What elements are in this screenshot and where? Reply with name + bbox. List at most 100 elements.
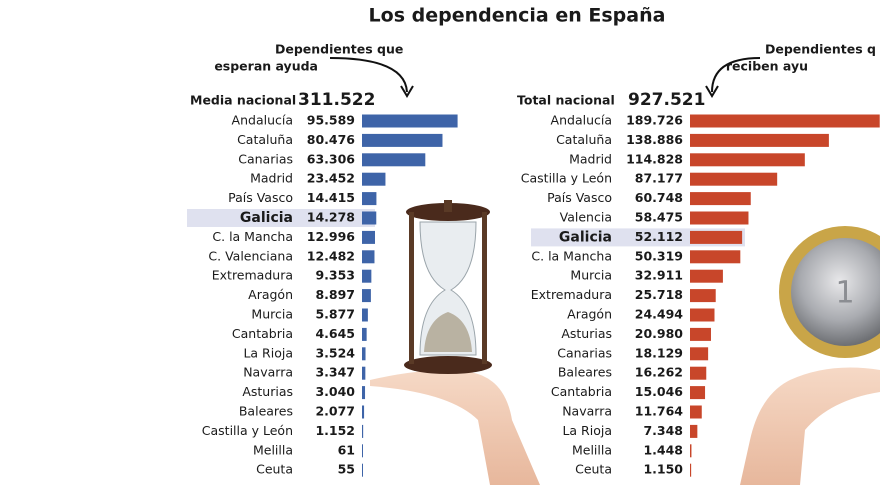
value-label: 12.482 xyxy=(307,248,355,263)
category-label: Madrid xyxy=(569,151,612,166)
bar xyxy=(362,347,366,361)
value-label: 11.764 xyxy=(635,404,684,419)
bar xyxy=(690,153,805,167)
bar xyxy=(362,327,367,341)
category-label: Galicia xyxy=(559,229,612,245)
bar xyxy=(362,444,363,458)
bar xyxy=(362,172,386,186)
value-label: 3.347 xyxy=(315,365,355,380)
category-label: Andalucía xyxy=(232,113,293,128)
category-label: Ceuta xyxy=(575,462,612,477)
category-label: Asturias xyxy=(561,326,612,341)
bar xyxy=(362,250,375,264)
bar xyxy=(690,463,692,477)
category-label: C. Valenciana xyxy=(208,248,293,263)
value-label: 8.897 xyxy=(315,287,355,302)
value-label: 95.589 xyxy=(307,113,355,128)
bar xyxy=(690,133,829,147)
bar xyxy=(362,424,364,438)
category-label: Cantabria xyxy=(232,326,293,341)
highlight-band xyxy=(187,209,375,227)
value-label: 14.278 xyxy=(307,210,355,225)
bar xyxy=(690,386,706,400)
chart-title: Dependientes que xyxy=(275,42,403,57)
bar xyxy=(690,230,743,244)
category-label: Melilla xyxy=(572,442,612,457)
bar xyxy=(362,463,363,477)
value-label: 3.040 xyxy=(315,384,355,399)
bar xyxy=(690,444,692,458)
bar xyxy=(362,308,368,322)
category-label: Aragón xyxy=(567,307,612,322)
bar xyxy=(690,289,716,303)
category-label: Asturias xyxy=(242,384,293,399)
category-label: Castilla y León xyxy=(521,171,612,186)
category-label: Madrid xyxy=(250,171,293,186)
value-label: 16.262 xyxy=(635,365,683,380)
value-label: 1.448 xyxy=(643,442,683,457)
bar xyxy=(362,269,372,283)
category-label: Murcia xyxy=(570,268,612,283)
bar-layer xyxy=(362,114,880,477)
main-title: Los dependencia en España xyxy=(369,5,666,27)
value-label: 23.452 xyxy=(307,171,355,186)
arrow xyxy=(329,57,408,93)
category-label: Navarra xyxy=(562,404,612,419)
category-label: Cataluña xyxy=(237,132,293,147)
value-label: 1.152 xyxy=(315,423,355,438)
coin-illustration: 1 xyxy=(740,226,880,485)
category-label: Cataluña xyxy=(556,132,612,147)
bar xyxy=(690,405,702,419)
value-label: 15.046 xyxy=(635,384,684,399)
bar xyxy=(362,289,371,303)
total-label: Total nacional xyxy=(517,93,615,108)
bar xyxy=(690,269,723,283)
bar xyxy=(690,250,741,264)
value-label: 189.726 xyxy=(626,113,683,128)
value-label: 12.996 xyxy=(307,229,356,244)
value-label: 18.129 xyxy=(635,345,683,360)
category-label: Murcia xyxy=(251,307,293,322)
total-value: 311.522 xyxy=(298,90,375,110)
bar xyxy=(690,347,709,361)
category-label: Canarias xyxy=(238,151,293,166)
bar xyxy=(362,114,458,128)
value-label: 55 xyxy=(338,462,355,477)
total-value: 927.521 xyxy=(628,90,705,110)
bar xyxy=(362,405,365,419)
value-label: 114.828 xyxy=(626,151,683,166)
bar xyxy=(362,366,366,380)
arrow xyxy=(711,57,761,93)
value-label: 4.645 xyxy=(315,326,355,341)
category-label: Ceuta xyxy=(256,462,293,477)
bar xyxy=(690,192,751,206)
chart-title: reciben ayu xyxy=(726,59,808,74)
category-label: C. la Mancha xyxy=(212,229,293,244)
value-label: 61 xyxy=(338,442,355,457)
category-label: Navarra xyxy=(243,365,293,380)
bar xyxy=(690,211,749,225)
bar xyxy=(362,153,426,167)
value-label: 24.494 xyxy=(635,307,684,322)
value-label: 60.748 xyxy=(635,190,683,205)
value-label: 14.415 xyxy=(307,190,355,205)
value-label: 9.353 xyxy=(315,268,355,283)
category-label: Galicia xyxy=(240,210,293,226)
value-label: 63.306 xyxy=(307,151,356,166)
category-label: C. la Mancha xyxy=(531,248,612,263)
category-label: Canarias xyxy=(557,345,612,360)
category-label: Valencia xyxy=(560,210,612,225)
value-label: 3.524 xyxy=(315,345,355,360)
category-label: Baleares xyxy=(239,404,293,419)
category-label: Cantabria xyxy=(551,384,612,399)
value-label: 52.112 xyxy=(635,229,683,244)
category-label: País Vasco xyxy=(228,190,293,205)
value-label: 5.877 xyxy=(315,307,355,322)
category-label: La Rioja xyxy=(562,423,612,438)
bar xyxy=(690,308,715,322)
value-label: 138.886 xyxy=(626,132,683,147)
category-label: La Rioja xyxy=(243,345,293,360)
category-label: Extremadura xyxy=(212,268,293,283)
